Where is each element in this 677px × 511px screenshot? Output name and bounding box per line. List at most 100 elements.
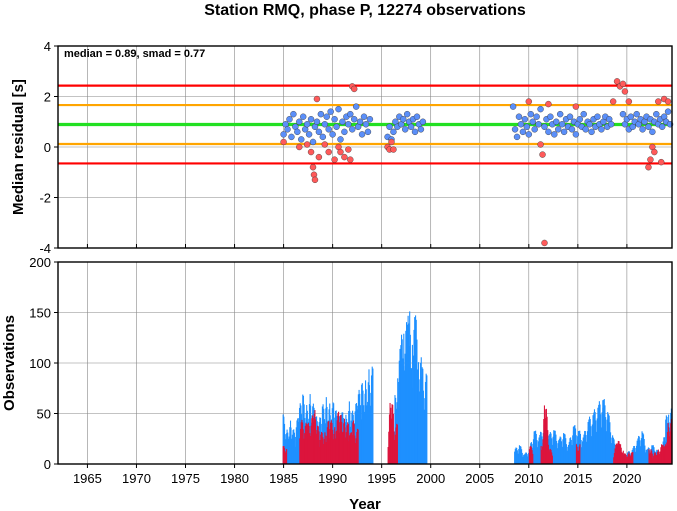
observation-bar: [603, 399, 605, 464]
observation-bar: [605, 431, 607, 464]
observation-bar: [350, 432, 353, 464]
observation-bar: [582, 440, 584, 464]
observation-bar: [588, 419, 590, 464]
residual-point: [413, 113, 421, 120]
observation-bar: [325, 397, 327, 464]
observation-bar: [521, 449, 523, 464]
observation-bar: [535, 433, 537, 464]
observation-bar: [420, 362, 422, 464]
residual-point: [315, 128, 323, 136]
observation-bar: [372, 368, 374, 464]
observation-bar: [614, 448, 616, 464]
y-tick-label: 200: [29, 255, 51, 270]
residual-point: [364, 128, 372, 136]
observation-bar: [543, 419, 545, 464]
observation-bar: [293, 429, 295, 464]
residual-point: [553, 118, 560, 125]
residual-point: [305, 131, 313, 138]
residual-point: [639, 126, 646, 133]
observation-bar: [603, 399, 605, 464]
observation-bar: [359, 393, 361, 464]
observation-bar: [311, 415, 314, 464]
observation-bar: [579, 444, 581, 464]
residual-point: [351, 116, 358, 123]
observation-bar: [365, 389, 367, 464]
observation-bar: [401, 339, 403, 464]
observation-bar: [661, 447, 663, 464]
observation-bar: [332, 439, 334, 464]
observation-bar: [399, 348, 401, 464]
x-tick-label: 2010: [514, 471, 543, 486]
residual-point: [284, 126, 291, 133]
observation-bar: [392, 413, 394, 464]
residual-point: [517, 121, 525, 128]
observation-bar: [655, 453, 657, 464]
observation-bar: [418, 391, 420, 464]
residual-point: [303, 141, 311, 148]
observation-bar: [400, 334, 403, 464]
observation-bar: [549, 434, 551, 464]
observation-bar: [369, 405, 371, 464]
observation-bar: [606, 419, 608, 464]
residual-point: [513, 133, 521, 141]
observation-bar: [539, 431, 542, 464]
observation-bar: [633, 446, 635, 464]
residual-point: [321, 141, 328, 148]
residual-point: [325, 148, 332, 156]
observation-bar: [517, 453, 519, 464]
observation-bar: [653, 455, 655, 464]
observation-bar: [417, 369, 419, 464]
observation-bar: [354, 435, 356, 464]
observation-bar: [550, 433, 552, 464]
observation-bar: [577, 435, 579, 464]
observation-bar: [558, 438, 561, 464]
observation-bar: [390, 407, 392, 464]
observation-bar: [424, 381, 427, 464]
observation-bar: [664, 444, 666, 464]
observation-bar: [363, 411, 365, 464]
residual-point: [645, 123, 652, 131]
observation-bar: [343, 423, 345, 464]
observation-bar: [290, 427, 292, 464]
observation-bar: [283, 447, 286, 464]
observation-bar: [519, 445, 521, 464]
observation-bar: [647, 447, 649, 464]
observation-bar: [318, 446, 321, 464]
x-ticks: 1965 1970 1975 1980 1985 1990 1995 2000 2005 2010…: [73, 244, 641, 486]
residual-point: [288, 133, 295, 141]
observation-bar: [563, 436, 565, 464]
observation-bar: [302, 429, 304, 464]
observation-bar: [644, 445, 646, 464]
residual-point: [527, 110, 534, 118]
observation-bar: [283, 423, 286, 464]
residual-point: [586, 121, 593, 128]
observation-bar: [410, 368, 412, 464]
observation-bar: [549, 432, 551, 464]
observation-bar: [554, 430, 556, 464]
observation-bar: [532, 453, 534, 464]
observation-bar: [313, 413, 315, 464]
residual-point: [349, 126, 356, 133]
residual-point: [551, 131, 558, 138]
residual-point: [325, 126, 332, 133]
observation-bar: [654, 452, 656, 464]
observation-bar: [542, 439, 544, 464]
residual-point: [417, 126, 425, 133]
observation-bar: [330, 420, 332, 464]
observation-bar: [581, 441, 584, 464]
residual-point: [619, 80, 627, 88]
observation-bar: [351, 435, 353, 464]
observation-bar: [628, 454, 630, 464]
observation-bar: [299, 428, 302, 464]
observation-bar: [627, 454, 629, 464]
residual-point: [315, 153, 323, 161]
observation-bar: [599, 404, 601, 464]
x-tick-label: 1990: [318, 471, 347, 486]
observation-bar: [660, 447, 662, 464]
observation-bar: [537, 447, 539, 464]
observation-bar: [545, 408, 547, 464]
observation-bar: [349, 435, 351, 464]
x-tick-label: 1985: [269, 471, 298, 486]
observation-bar: [593, 409, 596, 464]
observation-bar: [327, 421, 329, 464]
